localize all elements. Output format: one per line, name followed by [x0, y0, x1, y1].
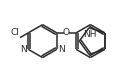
Text: N: N	[58, 45, 65, 54]
Text: NH: NH	[83, 30, 96, 39]
Text: N: N	[20, 45, 27, 54]
Text: O: O	[63, 28, 70, 37]
Text: Cl: Cl	[11, 28, 19, 37]
